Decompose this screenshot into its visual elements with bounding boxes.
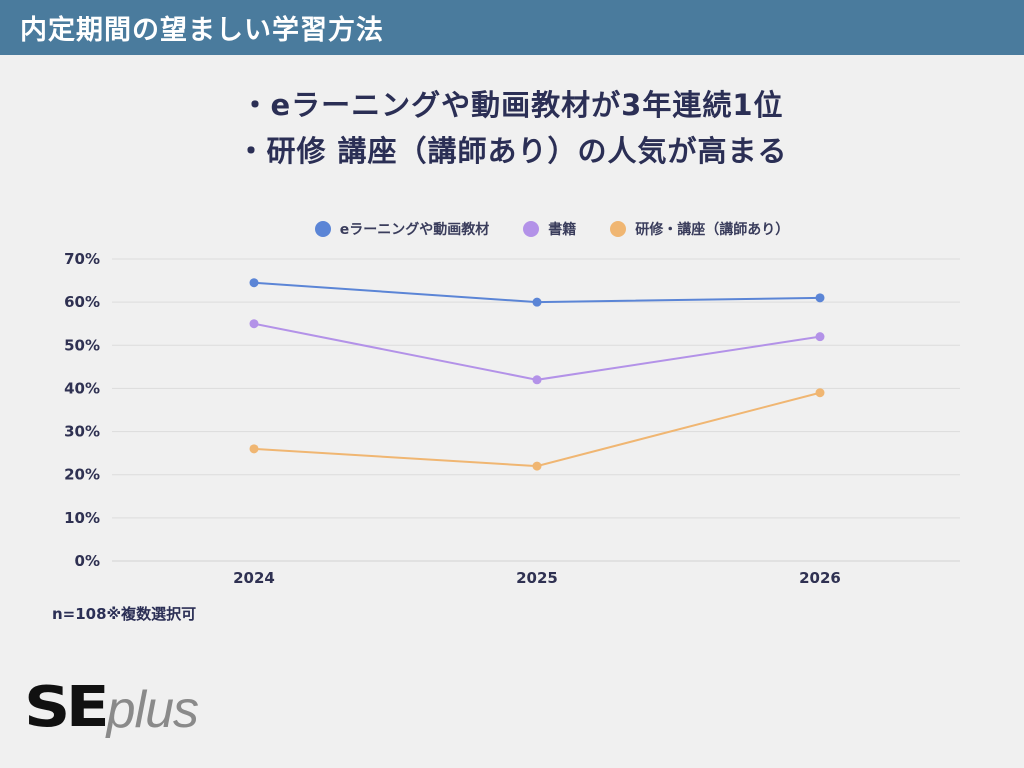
headline-line-2: ・研修 講座（講師あり）の人気が高まる (236, 134, 788, 168)
headline: ・eラーニングや動画教材が3年連続1位 ・研修 講座（講師あり）の人気が高まる (0, 82, 1024, 174)
series-1 (249, 278, 825, 307)
data-point (815, 293, 825, 303)
y-tick-label: 10% (64, 509, 100, 527)
legend-item-series-2: 書籍 (523, 219, 576, 239)
data-point (249, 319, 259, 329)
series-line (253, 391, 821, 468)
data-point (815, 388, 825, 398)
legend-item-series-3: 研修・講座（講師あり） (610, 219, 789, 239)
logo-plus-text: plus (106, 681, 199, 739)
header-bar: 内定期間の望ましい学習方法 (0, 0, 1024, 55)
legend-item-series-1: eラーニングや動画教材 (314, 219, 490, 239)
series-line (253, 322, 821, 381)
x-tick-label: 2024 (233, 569, 275, 587)
sample-size-note: n=108※複数選択可 (52, 605, 197, 623)
data-point (815, 332, 825, 342)
legend-marker-series-1 (314, 221, 331, 237)
y-tick-label: 50% (64, 336, 100, 354)
series-3 (249, 388, 825, 471)
x-tick-label: 2025 (516, 569, 558, 587)
data-point (532, 375, 542, 385)
data-point (532, 461, 542, 471)
y-axis-ticks: 0% 10% 20% 30% 40% 50% 60% 70% (64, 250, 100, 570)
logo-se-text: SE (24, 675, 110, 740)
seplus-logo: SE plus (24, 675, 199, 740)
data-point (532, 297, 542, 307)
data-point (249, 278, 259, 288)
chart-gridlines (112, 258, 960, 562)
y-tick-label: 60% (64, 293, 100, 311)
headline-line-1: ・eラーニングや動画教材が3年連続1位 (240, 88, 784, 122)
x-tick-label: 2026 (799, 569, 841, 587)
legend-marker-series-3 (610, 221, 627, 237)
legend-marker-series-2 (523, 221, 540, 237)
y-tick-label: 30% (64, 423, 100, 441)
legend-label-series-1: eラーニングや動画教材 (339, 222, 490, 238)
y-tick-label: 70% (64, 250, 100, 268)
y-tick-label: 20% (64, 466, 100, 484)
x-axis-ticks: 2024 2025 2026 (233, 569, 841, 587)
series-2 (249, 319, 825, 385)
legend-label-series-2: 書籍 (548, 222, 577, 238)
chart-series (249, 278, 825, 471)
chart-legend: eラーニングや動画教材 書籍 研修・講座（講師あり） (40, 216, 1024, 242)
data-point (249, 444, 259, 454)
y-tick-label: 40% (64, 379, 100, 397)
page-title: 内定期間の望ましい学習方法 (20, 15, 384, 46)
y-tick-label: 0% (75, 552, 100, 570)
legend-label-series-3: 研修・講座（講師あり） (635, 222, 790, 238)
